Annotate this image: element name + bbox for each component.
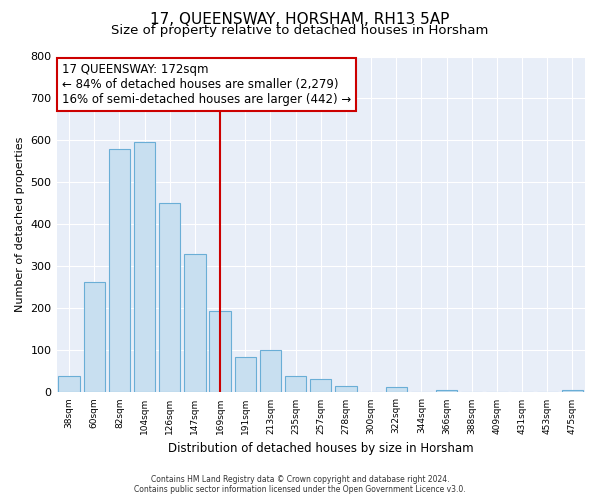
Bar: [335, 386, 356, 392]
Bar: [58, 376, 80, 392]
Bar: [184, 254, 206, 392]
Y-axis label: Number of detached properties: Number of detached properties: [15, 137, 25, 312]
Bar: [109, 149, 130, 392]
Text: Size of property relative to detached houses in Horsham: Size of property relative to detached ho…: [112, 24, 488, 37]
Bar: [562, 390, 583, 392]
Text: 17 QUEENSWAY: 172sqm
← 84% of detached houses are smaller (2,279)
16% of semi-de: 17 QUEENSWAY: 172sqm ← 84% of detached h…: [62, 63, 351, 106]
Bar: [159, 204, 181, 392]
Bar: [285, 376, 307, 392]
Bar: [83, 282, 105, 393]
Text: Contains HM Land Registry data © Crown copyright and database right 2024.
Contai: Contains HM Land Registry data © Crown c…: [134, 474, 466, 494]
Text: 17, QUEENSWAY, HORSHAM, RH13 5AP: 17, QUEENSWAY, HORSHAM, RH13 5AP: [151, 12, 449, 28]
Bar: [209, 312, 231, 392]
Bar: [260, 350, 281, 393]
Bar: [386, 388, 407, 392]
Bar: [235, 356, 256, 392]
Bar: [134, 142, 155, 393]
Bar: [436, 390, 457, 392]
Bar: [310, 379, 331, 392]
X-axis label: Distribution of detached houses by size in Horsham: Distribution of detached houses by size …: [168, 442, 473, 455]
